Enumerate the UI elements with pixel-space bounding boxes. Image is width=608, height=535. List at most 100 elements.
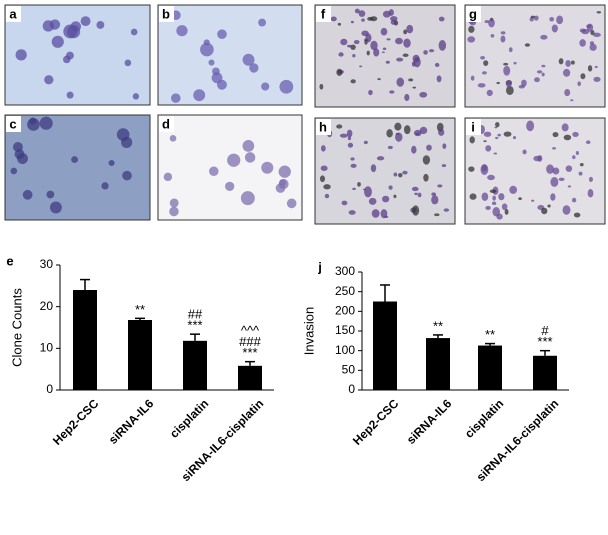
cell (212, 67, 220, 76)
panel-label: e (6, 253, 13, 268)
cell (396, 57, 404, 62)
bar (183, 340, 207, 390)
cell (570, 99, 574, 102)
micrograph: h (314, 117, 456, 225)
bar (73, 290, 97, 390)
cell (588, 176, 593, 182)
cell (552, 131, 559, 138)
cell (524, 43, 531, 47)
cell (330, 16, 337, 22)
cell (357, 182, 361, 187)
cell (551, 24, 558, 33)
cell (565, 165, 573, 172)
cell (404, 93, 410, 102)
cell (508, 47, 513, 53)
cell (371, 209, 380, 218)
cell (382, 47, 387, 51)
cell (347, 136, 352, 141)
cell (320, 165, 328, 171)
cell (556, 15, 564, 25)
cell (492, 195, 496, 201)
cell (368, 197, 377, 205)
cell (396, 77, 405, 87)
cell (169, 206, 179, 217)
cell (491, 201, 497, 206)
y-tick-label: 10 (40, 341, 54, 355)
cell (577, 81, 581, 87)
cell (483, 60, 489, 67)
cell (393, 172, 398, 177)
panel-label-bg (6, 116, 21, 132)
significance: # (541, 323, 549, 338)
cell (39, 116, 53, 130)
cell (488, 18, 495, 28)
cell (350, 20, 354, 24)
cell (216, 79, 227, 90)
cell (415, 132, 420, 135)
x-tick-label: Hep2-CSC (50, 396, 102, 448)
panel-label: d (162, 116, 170, 131)
cell (579, 28, 587, 33)
cell (541, 64, 546, 68)
y-axis-label: Invasion (301, 307, 316, 355)
cell (402, 170, 408, 175)
cell (585, 140, 591, 145)
cell (350, 163, 357, 168)
cell (387, 145, 393, 150)
cell (163, 172, 173, 182)
cell (483, 140, 487, 143)
cell (49, 201, 62, 214)
cell (200, 42, 214, 57)
cell (398, 172, 403, 178)
cell (428, 49, 435, 53)
cell (541, 207, 548, 215)
cell (505, 85, 514, 95)
cell (562, 205, 571, 215)
micrograph: g (464, 4, 606, 108)
cell (534, 77, 540, 83)
image-background (314, 4, 456, 108)
significance: ### (239, 334, 261, 349)
cell (337, 22, 342, 26)
cell (350, 157, 355, 161)
x-tick-label: cisplatin (167, 396, 211, 440)
cell (171, 93, 181, 103)
cell (124, 59, 132, 67)
panel-label: i (471, 119, 475, 134)
cell (367, 16, 374, 21)
cell (10, 167, 18, 175)
cell (494, 126, 498, 129)
cell (209, 166, 219, 176)
panel-label: f (321, 6, 326, 21)
cell (412, 205, 420, 216)
cell (587, 188, 594, 198)
cell (370, 164, 377, 173)
y-tick-label: 50 (342, 363, 356, 377)
cell (417, 192, 422, 198)
cell (558, 177, 565, 182)
cell (434, 213, 440, 217)
panel-label-bg (159, 116, 174, 132)
cell (572, 131, 579, 138)
cell (319, 83, 324, 90)
cell (385, 60, 390, 64)
cell (469, 136, 475, 144)
cell (563, 134, 572, 141)
cell (500, 31, 506, 35)
panel-label: c (9, 116, 16, 131)
cell (563, 68, 571, 77)
cell (567, 185, 572, 188)
bar (478, 345, 502, 390)
cell (438, 40, 447, 51)
cell (550, 193, 556, 201)
cell (483, 131, 492, 137)
micrograph: a (4, 4, 151, 106)
significance: *** (242, 345, 257, 360)
cell (422, 155, 431, 165)
cell (324, 193, 330, 199)
cell (80, 16, 91, 27)
cell (29, 117, 37, 125)
cell (541, 72, 545, 77)
cell (408, 78, 414, 82)
image-background (157, 114, 303, 221)
